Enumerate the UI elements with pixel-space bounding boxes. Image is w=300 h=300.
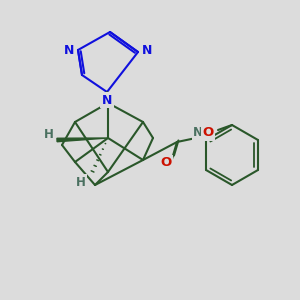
Text: N: N — [64, 44, 74, 56]
Text: N: N — [142, 44, 152, 56]
Text: N: N — [102, 94, 112, 106]
Text: H: H — [44, 128, 54, 142]
Text: NH: NH — [193, 127, 213, 140]
Text: O: O — [160, 157, 172, 169]
Text: H: H — [76, 176, 86, 188]
Polygon shape — [57, 138, 108, 142]
Text: O: O — [202, 127, 214, 140]
